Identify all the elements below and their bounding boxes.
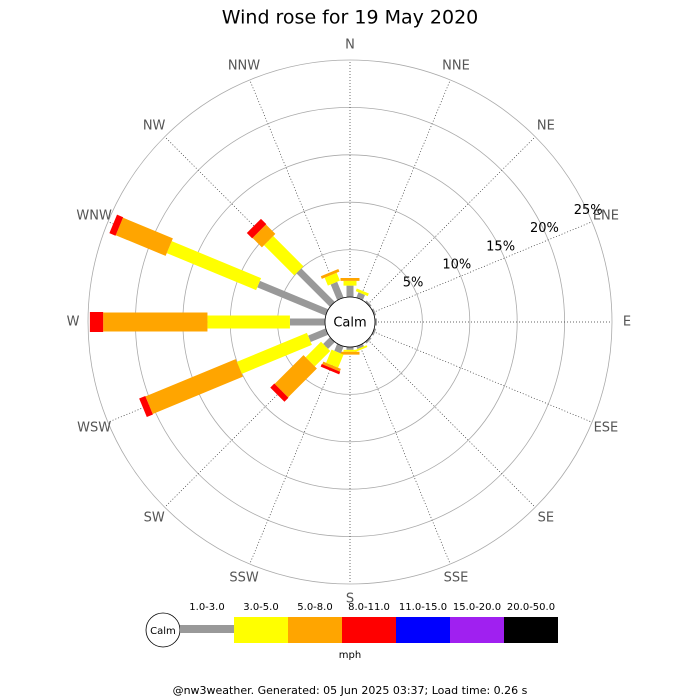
footer: @nw3weather. Generated: 05 Jun 2025 03:3… — [173, 684, 528, 697]
legend-label: 8.0-11.0 — [348, 602, 390, 613]
wind-segment — [145, 359, 243, 414]
wind-segment — [236, 332, 312, 374]
direction-label: NNW — [228, 59, 260, 74]
calm-circle — [324, 296, 376, 348]
wind-segment — [296, 268, 335, 307]
wind-segment — [356, 343, 364, 350]
legend-label: 1.0-3.0 — [189, 602, 224, 613]
units: mph — [339, 650, 361, 661]
legend-calm-label: Calm — [150, 626, 176, 637]
wind-segment — [320, 268, 340, 279]
wind-segment — [305, 341, 331, 367]
direction-ray — [372, 331, 593, 423]
wind-segment — [334, 343, 344, 354]
direction-label: NW — [143, 119, 166, 134]
direction-label: SSW — [229, 570, 259, 585]
wind-segment — [139, 395, 153, 417]
direction-label: NNE — [442, 59, 470, 74]
wind-segment — [322, 361, 341, 372]
legend-swatch — [234, 617, 288, 643]
wind-segment — [354, 345, 368, 352]
wind-segment — [257, 280, 329, 316]
legend-label: 20.0-50.0 — [507, 602, 555, 613]
ring-label: 20% — [530, 221, 559, 236]
wind-segment — [166, 241, 262, 291]
legend-swatch — [450, 617, 504, 643]
direction-label: WSW — [77, 421, 111, 436]
chart-title: Wind rose for 19 May 2020 — [222, 7, 479, 29]
legend-label: 3.0-5.0 — [243, 602, 278, 613]
legend-swatch — [504, 617, 558, 643]
direction-ray — [359, 344, 451, 565]
direction-label: NE — [537, 119, 555, 134]
direction-label: E — [623, 315, 631, 330]
wind-segment — [330, 281, 344, 301]
wind-segment — [326, 349, 344, 368]
legend-label: 11.0-15.0 — [399, 602, 447, 613]
direction-ray — [372, 221, 593, 313]
direction-label: W — [67, 315, 80, 330]
direction-label: SE — [538, 510, 554, 525]
wind-segment — [308, 328, 329, 343]
direction-ray — [359, 79, 451, 300]
calm-label: Calm — [333, 316, 366, 331]
wind-segment — [115, 217, 173, 256]
ring-label: 25% — [574, 203, 603, 218]
ring-label: 5% — [403, 276, 424, 291]
wind-segment — [355, 288, 369, 297]
wind-segment — [252, 224, 276, 248]
direction-label: SW — [144, 510, 165, 525]
direction-label: WNW — [76, 208, 112, 223]
ring-label: 15% — [486, 239, 515, 254]
legend-swatch — [180, 625, 234, 633]
direction-label: ESE — [594, 421, 619, 436]
wind-segment — [324, 272, 340, 286]
wind-segment — [356, 292, 365, 301]
wind-segment — [264, 236, 304, 276]
grid-ring — [87, 59, 613, 585]
legend-label: 15.0-20.0 — [453, 602, 501, 613]
legend-swatch — [288, 617, 342, 643]
direction-ray — [367, 136, 536, 305]
legend-swatch — [396, 617, 450, 643]
wind-segment — [323, 337, 335, 349]
direction-label: ENE — [593, 208, 619, 223]
direction-ray — [249, 79, 341, 300]
direction-ray — [367, 339, 536, 508]
direction-label: S — [346, 592, 354, 607]
wind-segment — [320, 364, 341, 375]
direction-label: SSE — [444, 570, 469, 585]
legend-swatch — [342, 617, 396, 643]
wind-segment — [246, 218, 267, 239]
ring-label: 10% — [442, 257, 471, 272]
wind-segment — [109, 214, 124, 236]
direction-ray — [249, 344, 341, 565]
legend-label: 5.0-8.0 — [297, 602, 332, 613]
wind-segment — [270, 383, 289, 402]
wind-segment — [274, 355, 317, 398]
direction-label: N — [345, 38, 355, 53]
